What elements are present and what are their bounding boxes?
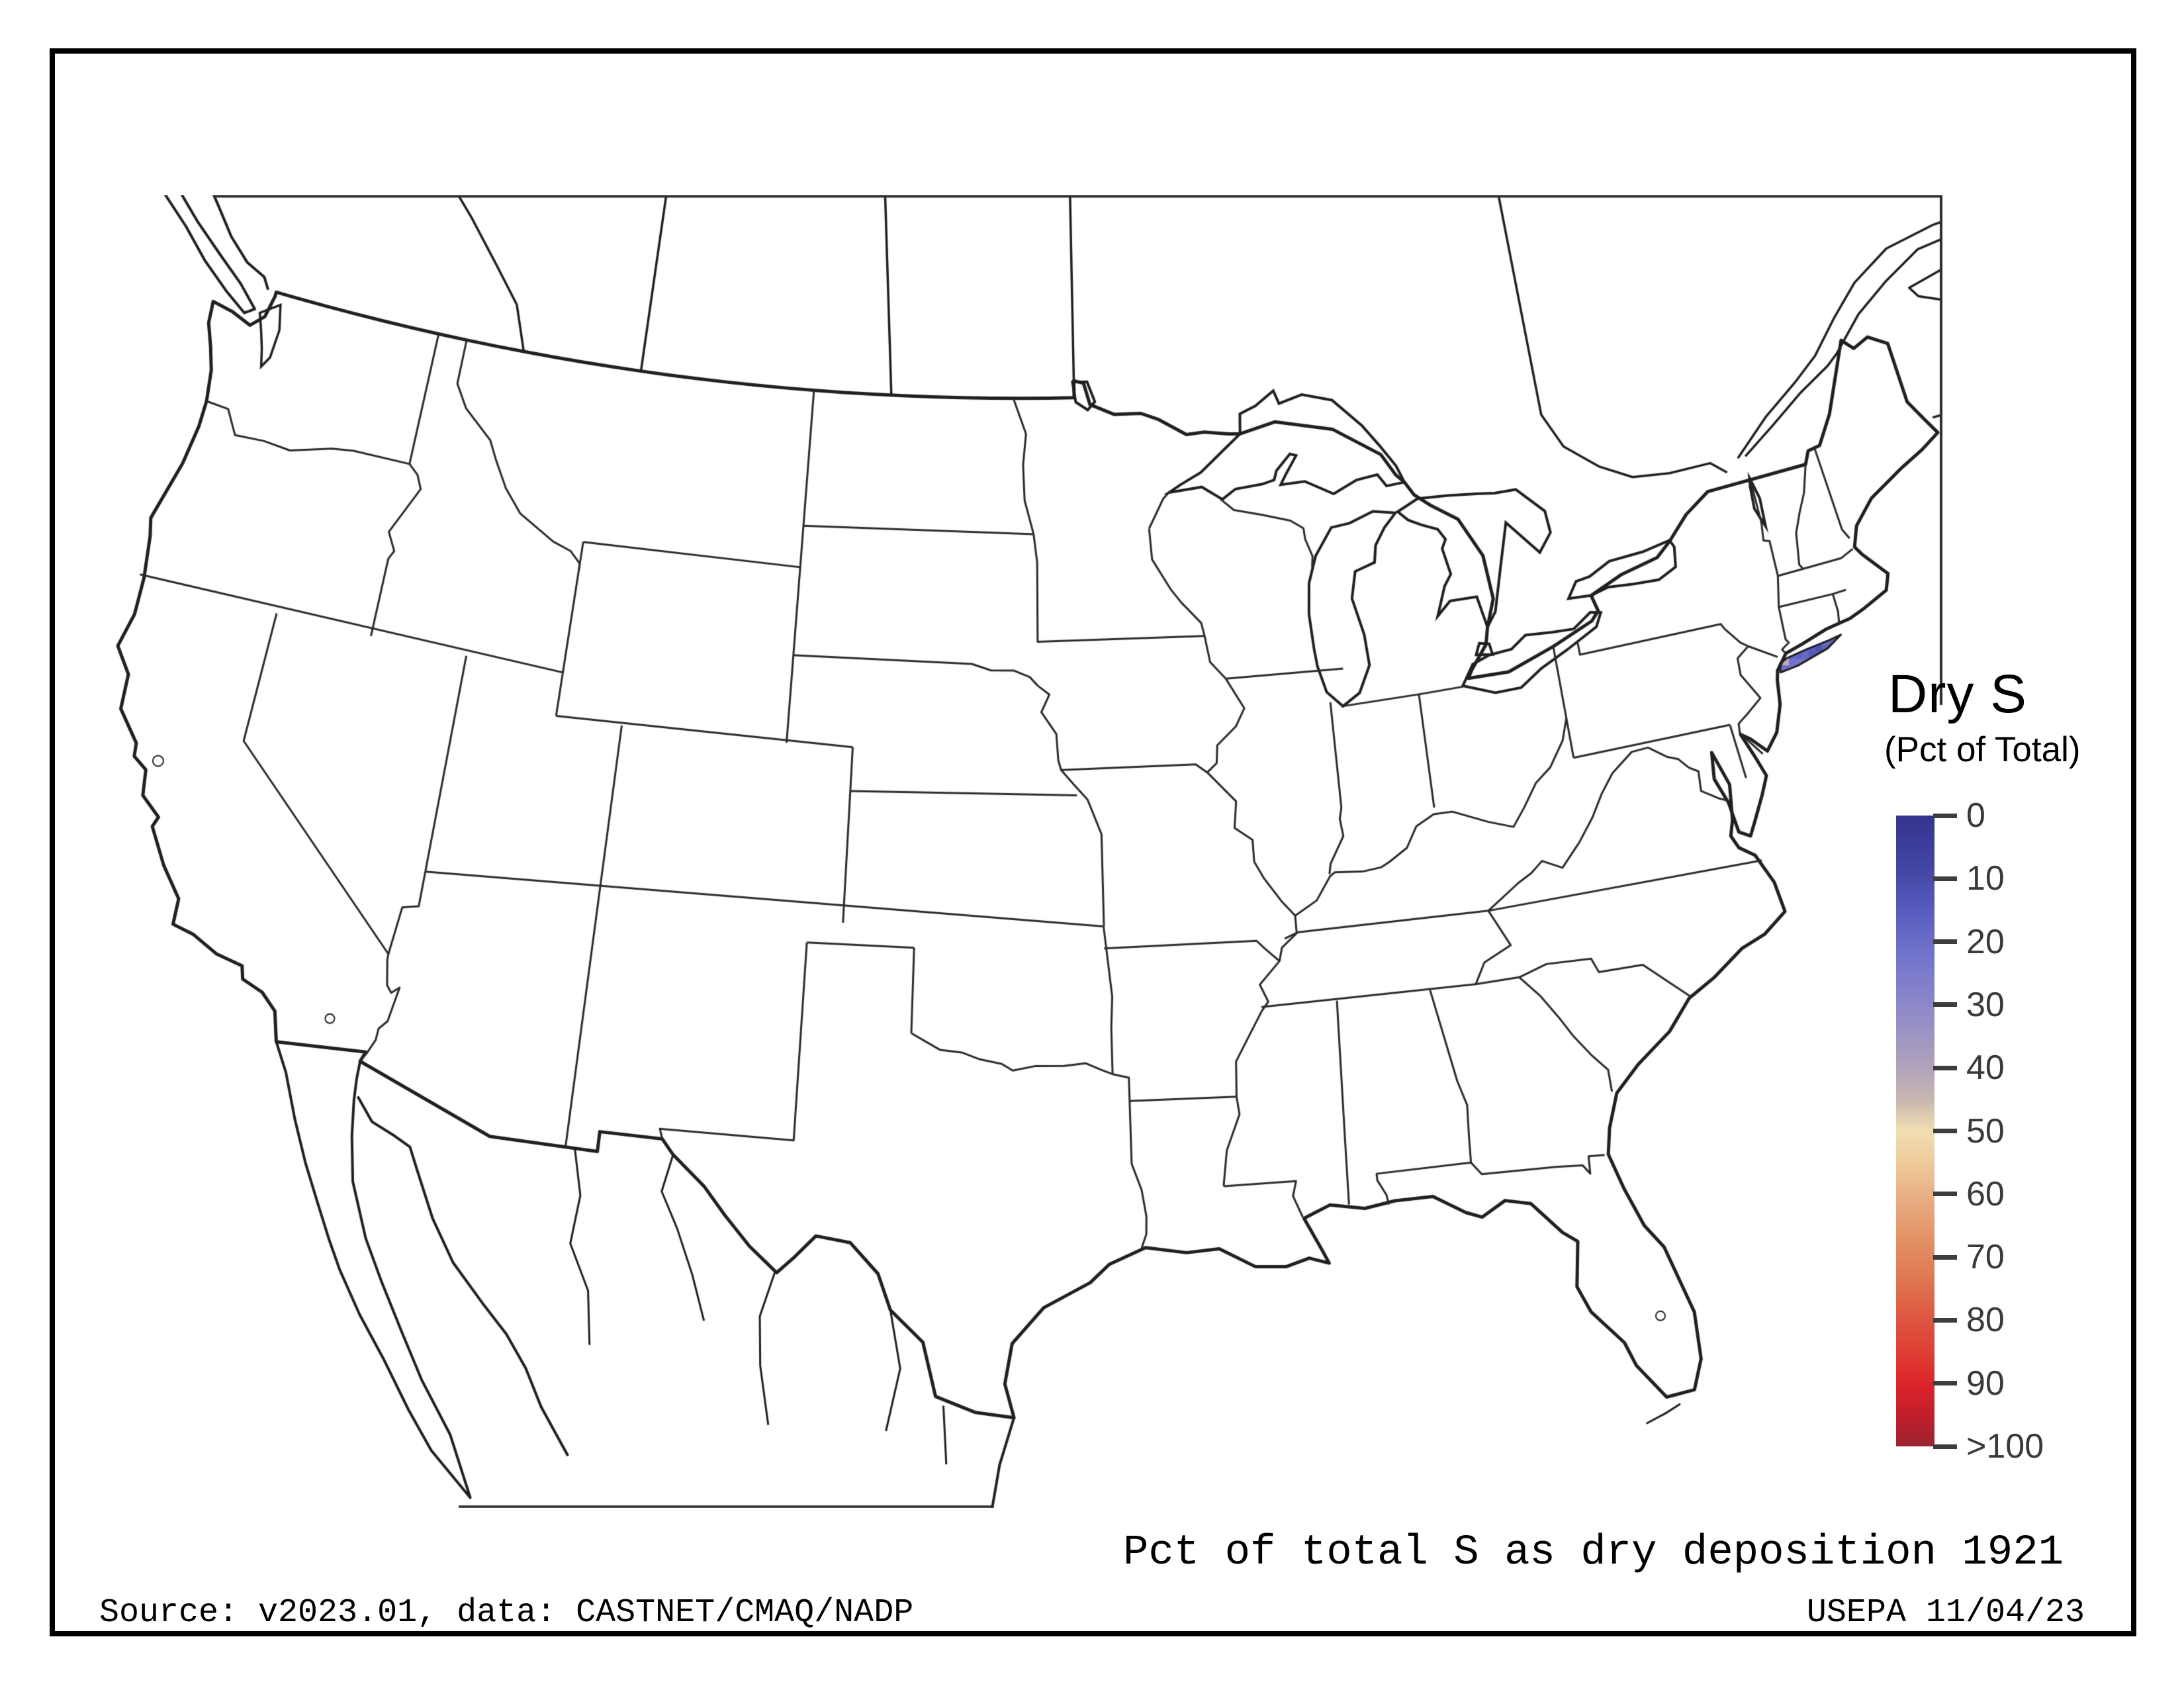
colorbar-tick-label: 70	[1966, 1238, 2005, 1277]
colorbar-tick-mark	[1933, 1254, 1957, 1260]
source-caption: Source: v2023.01, data: CASTNET/CMAQ/NAD…	[99, 1594, 914, 1632]
colorbar-tick-label: >100	[1966, 1427, 2044, 1466]
colorbar-tick-mark	[1933, 813, 1957, 818]
colorbar-tick-label: 90	[1966, 1364, 2005, 1403]
map-caption: Pct of total S as dry deposition 1921	[1122, 1529, 2064, 1577]
colorbar-tick-mark	[1933, 1002, 1957, 1008]
colorbar-tick-label: 0	[1966, 796, 1985, 835]
colorbar-tick-mark	[1933, 1444, 1957, 1449]
legend-subtitle: (Pct of Total)	[1884, 730, 2081, 769]
colorbar-tick-mark	[1933, 1381, 1957, 1386]
us-deposition-map-canvas	[55, 195, 1942, 1508]
colorbar-tick-mark	[1933, 1317, 1957, 1323]
colorbar-tick-label: 40	[1966, 1049, 2005, 1088]
colorbar-tick-mark	[1933, 1129, 1957, 1133]
colorbar-gradient	[1896, 816, 1934, 1446]
colorbar-tick-mark	[1933, 1065, 1957, 1070]
colorbar-tick-label: 50	[1966, 1111, 2005, 1150]
colorbar-tick-label: 10	[1966, 859, 2005, 898]
plot-frame	[50, 48, 2136, 1636]
colorbar-ticks: 0 10 20 30 40 50 60 70 80 90 >100	[1896, 796, 2174, 1466]
colorbar-tick-mark	[1933, 939, 1957, 945]
colorbar-tick-label: 60	[1966, 1174, 2005, 1213]
colorbar-tick-label: 80	[1966, 1301, 2005, 1340]
colorbar-tick-label: 20	[1966, 922, 2005, 961]
legend-title: Dry S	[1888, 664, 2027, 724]
colorbar-tick-mark	[1933, 876, 1957, 881]
agency-date-caption: USEPA 11/04/23	[1806, 1594, 2085, 1632]
colorbar-tick-label: 30	[1966, 985, 2005, 1024]
colorbar-tick-mark	[1933, 1192, 1957, 1197]
